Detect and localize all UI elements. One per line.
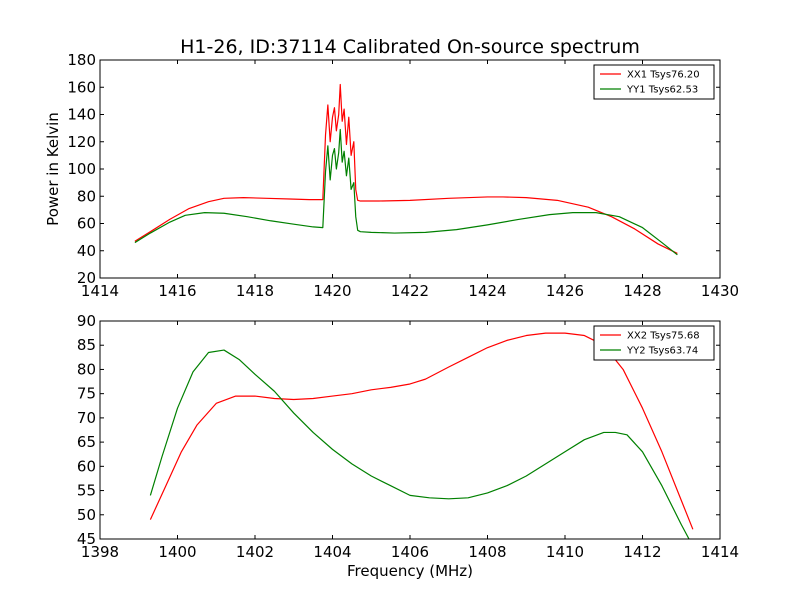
- chart-panel-2: 1398 1400 1402 1404 1406 1408 1410 1412 1414 45 50…: [77, 312, 739, 580]
- legend-1: XX1 Tsys76.20 YY1 Tsys62.53: [593, 64, 715, 100]
- y-tick-label: 55: [77, 482, 96, 500]
- x-tick-label: 1428: [623, 282, 661, 300]
- y-tick-label: 40: [77, 242, 96, 260]
- y-tick-label: 75: [77, 385, 96, 403]
- x-tick-label: 1430: [701, 282, 739, 300]
- x-tick-label: 1422: [391, 282, 429, 300]
- x-tick-label: 1402: [236, 543, 274, 561]
- y-tick-label: 140: [67, 106, 96, 124]
- x-tick-label: 1400: [158, 543, 196, 561]
- x-tick-label: 1412: [623, 543, 661, 561]
- legend-label: YY1 Tsys62.53: [626, 85, 698, 96]
- y-tick-label: 90: [77, 312, 96, 330]
- y-tick-label: 60: [77, 457, 96, 475]
- y-axis-label: Power in Kelvin: [44, 112, 62, 226]
- y-tick-label: 65: [77, 433, 96, 451]
- figure-title: H1-26, ID:37114 Calibrated On-source spe…: [180, 36, 640, 58]
- x-tick-label: 1424: [468, 282, 506, 300]
- x-tick-label: 1426: [546, 282, 584, 300]
- x-tick-label: 1416: [158, 282, 196, 300]
- x-tick-label: 1408: [468, 543, 506, 561]
- y-tick-label: 80: [77, 360, 96, 378]
- y-tick-label: 80: [77, 187, 96, 205]
- legend-label: XX1 Tsys76.20: [627, 70, 700, 81]
- x-axis-label: Frequency (MHz): [347, 562, 473, 580]
- series-line-1-2: [134, 128, 678, 256]
- series-line-2-1: [149, 332, 694, 530]
- series-line-1-1: [134, 83, 678, 255]
- y-tick-label: 60: [77, 215, 96, 233]
- legend-label: XX2 Tsys75.68: [627, 331, 700, 342]
- x-tick-label: 1410: [546, 543, 584, 561]
- x-tick-label: 1414: [81, 282, 119, 300]
- series-line-2-2: [149, 349, 690, 539]
- legend-box: [593, 64, 715, 100]
- y-tick-label: 120: [67, 133, 96, 151]
- legend-box: [593, 325, 715, 361]
- y-tick-label: 20: [77, 269, 96, 287]
- y-tick-label: 70: [77, 409, 96, 427]
- x-tick-label: 1414: [701, 543, 739, 561]
- y-tick-label: 50: [77, 506, 96, 524]
- x-tick-label: 1406: [391, 543, 429, 561]
- x-tick-label: 1420: [313, 282, 351, 300]
- x-tick-label: 1398: [81, 543, 119, 561]
- y-tick-label: 45: [77, 530, 96, 548]
- y-tick-label: 100: [67, 160, 96, 178]
- y-tick-label: 180: [67, 51, 96, 69]
- x-tick-label: 1404: [313, 543, 351, 561]
- y-tick-label: 85: [77, 336, 96, 354]
- legend-label: YY2 Tsys63.74: [626, 346, 698, 357]
- legend-2: XX2 Tsys75.68 YY2 Tsys63.74: [593, 325, 715, 361]
- x-tick-label: 1418: [236, 282, 274, 300]
- y-tick-label: 160: [67, 78, 96, 96]
- chart-panel-1: 1414 1416 1418 1420 1422 1424 1426 1428 1430 20 40…: [44, 51, 739, 300]
